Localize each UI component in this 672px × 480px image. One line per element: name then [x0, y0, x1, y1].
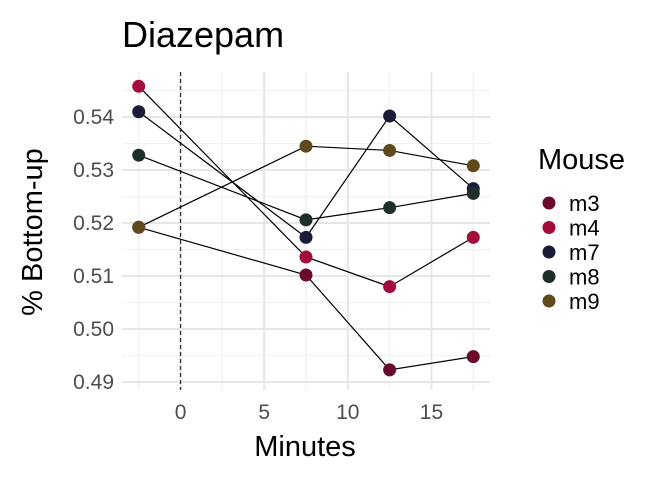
x-axis-label: Minutes [254, 431, 356, 463]
data-point-m3-3 [466, 350, 480, 364]
y-axis-label: % Bottom-up [17, 148, 49, 316]
y-tick-label-4: 0.53 [73, 159, 114, 182]
x-tick-label-2: 10 [336, 401, 359, 424]
data-point-m7-0 [132, 105, 146, 119]
data-point-m7-2 [383, 109, 397, 123]
data-point-m9-1 [299, 139, 313, 153]
x-tick-label-1: 5 [258, 401, 270, 424]
legend-label-m9: m9 [569, 289, 600, 314]
data-point-m4-3 [466, 230, 480, 244]
y-tick-label-0: 0.49 [73, 371, 114, 394]
series-lines [138, 85, 474, 371]
y-tick-label-3: 0.52 [73, 212, 114, 235]
legend-label-m4: m4 [569, 216, 600, 241]
legend-title: Mouse [538, 144, 625, 176]
series-line-m8 [138, 154, 474, 221]
x-tick-label-3: 15 [420, 401, 443, 424]
series-line-m4 [138, 85, 474, 288]
y-tick-label-2: 0.51 [73, 265, 114, 288]
series-points [132, 79, 480, 377]
x-tick-labels: 0 5 10 15 [175, 401, 443, 424]
y-tick-labels: 0.49 0.50 0.51 0.52 0.53 0.54 [73, 106, 114, 394]
y-tick-label-5: 0.54 [73, 106, 114, 129]
data-point-m4-0 [132, 79, 146, 93]
legend-key-m9 [542, 294, 556, 308]
x-tick-label-0: 0 [175, 401, 187, 424]
legend-key-m8 [542, 270, 556, 283]
series-line-m7 [138, 111, 474, 239]
data-point-m8-1 [299, 213, 313, 227]
data-point-m9-0 [132, 220, 146, 234]
y-tick-label-1: 0.50 [73, 318, 114, 341]
data-point-m4-1 [299, 250, 313, 264]
data-point-m8-2 [383, 201, 397, 215]
chart-title: Diazepam [122, 14, 284, 55]
data-point-m8-0 [132, 148, 146, 162]
legend-label-m3: m3 [569, 191, 600, 216]
data-point-m8-3 [466, 186, 480, 200]
data-point-m9-3 [466, 159, 480, 173]
legend-key-m4 [542, 221, 556, 234]
data-point-m3-2 [383, 363, 397, 377]
legend-key-m7 [542, 245, 556, 259]
data-point-m9-2 [383, 143, 397, 157]
data-point-m4-2 [383, 280, 397, 294]
legend-key-m3 [542, 196, 556, 210]
legend-label-m8: m8 [569, 265, 600, 290]
series-line-m3 [138, 226, 474, 371]
data-point-m7-1 [299, 230, 313, 244]
series-line-m9 [138, 145, 474, 228]
legend-label-m7: m7 [569, 240, 600, 265]
data-point-m3-1 [299, 268, 313, 282]
